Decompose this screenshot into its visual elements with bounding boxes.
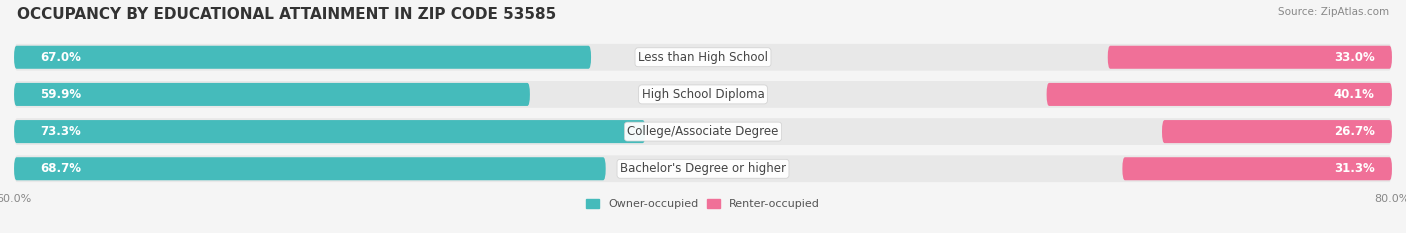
FancyBboxPatch shape [14, 46, 591, 69]
FancyBboxPatch shape [14, 83, 530, 106]
FancyBboxPatch shape [1046, 83, 1392, 106]
Text: High School Diploma: High School Diploma [641, 88, 765, 101]
Text: 40.1%: 40.1% [1334, 88, 1375, 101]
FancyBboxPatch shape [1161, 120, 1392, 143]
FancyBboxPatch shape [14, 44, 1392, 71]
FancyBboxPatch shape [1108, 46, 1392, 69]
Text: 59.9%: 59.9% [39, 88, 82, 101]
FancyBboxPatch shape [14, 118, 1392, 145]
Text: College/Associate Degree: College/Associate Degree [627, 125, 779, 138]
FancyBboxPatch shape [14, 155, 1392, 182]
Text: 33.0%: 33.0% [1334, 51, 1375, 64]
Text: Bachelor's Degree or higher: Bachelor's Degree or higher [620, 162, 786, 175]
Text: Less than High School: Less than High School [638, 51, 768, 64]
Legend: Owner-occupied, Renter-occupied: Owner-occupied, Renter-occupied [581, 194, 825, 214]
Text: 67.0%: 67.0% [39, 51, 80, 64]
FancyBboxPatch shape [14, 81, 1392, 108]
Text: 68.7%: 68.7% [39, 162, 82, 175]
FancyBboxPatch shape [14, 120, 645, 143]
Text: 31.3%: 31.3% [1334, 162, 1375, 175]
Text: Source: ZipAtlas.com: Source: ZipAtlas.com [1278, 7, 1389, 17]
FancyBboxPatch shape [1122, 157, 1392, 180]
Text: 26.7%: 26.7% [1334, 125, 1375, 138]
FancyBboxPatch shape [14, 157, 606, 180]
Text: OCCUPANCY BY EDUCATIONAL ATTAINMENT IN ZIP CODE 53585: OCCUPANCY BY EDUCATIONAL ATTAINMENT IN Z… [17, 7, 557, 22]
Text: 73.3%: 73.3% [39, 125, 80, 138]
